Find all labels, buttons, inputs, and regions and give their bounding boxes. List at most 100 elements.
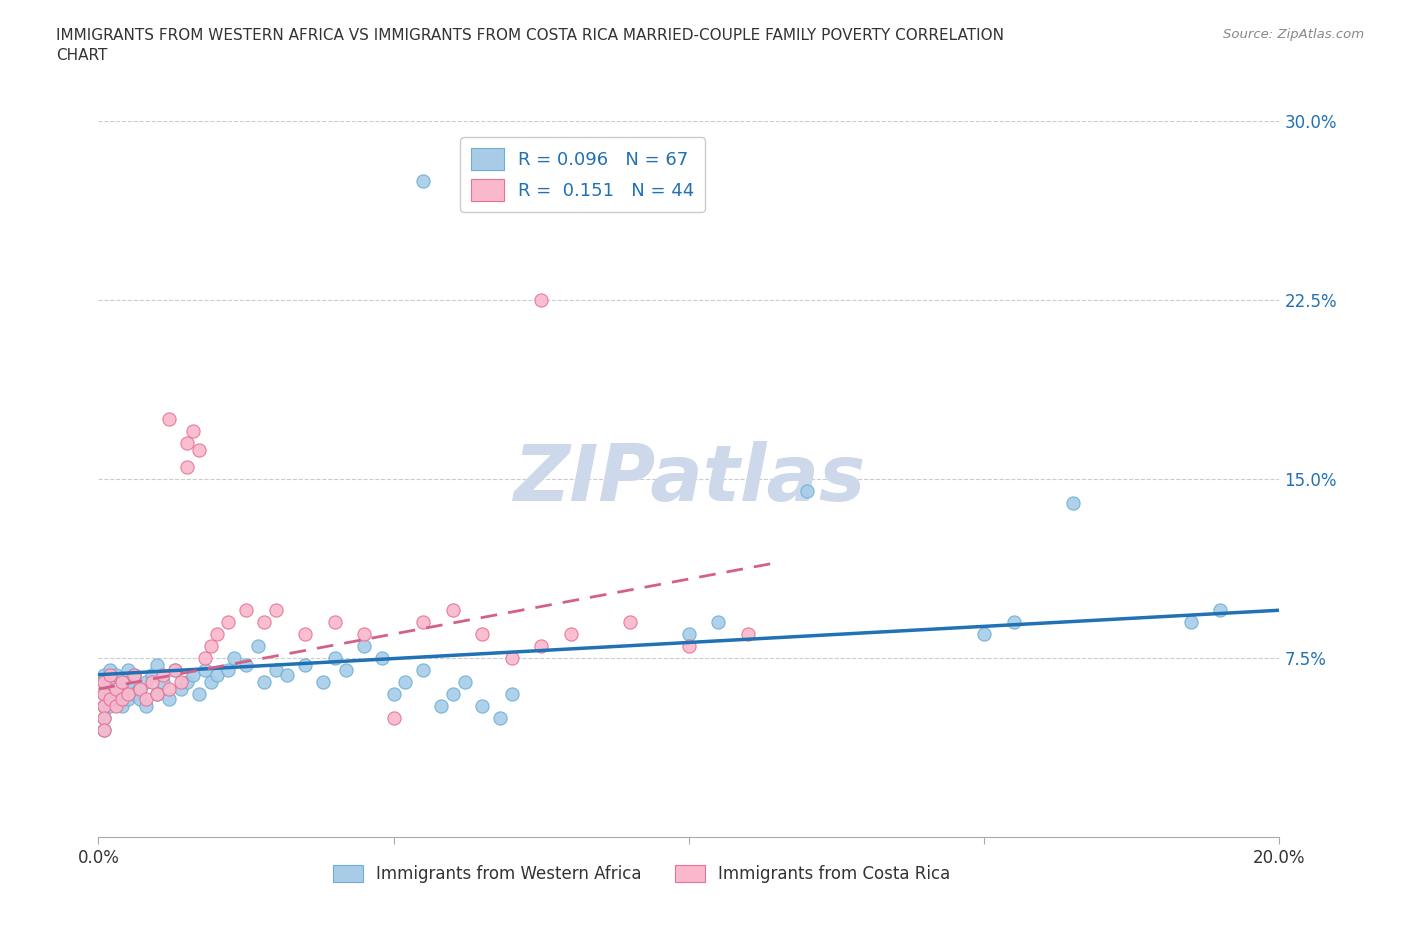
Point: [117, 674, 139, 689]
Point: [105, 667, 128, 682]
Point: [181, 424, 204, 439]
Point: [176, 459, 198, 474]
Point: [181, 667, 204, 682]
Point: [122, 686, 145, 701]
Point: [165, 662, 187, 677]
Point: [246, 639, 269, 654]
Text: ZIPatlas: ZIPatlas: [513, 441, 865, 517]
Point: [135, 674, 157, 689]
Point: [276, 667, 298, 682]
Point: [170, 682, 193, 697]
Point: [93, 722, 115, 737]
Point: [93, 686, 115, 701]
Point: [312, 674, 335, 689]
Point: [152, 667, 174, 682]
Point: [294, 627, 316, 642]
Point: [619, 615, 641, 630]
Point: [678, 639, 700, 654]
Point: [122, 667, 145, 682]
Point: [157, 691, 180, 706]
Point: [105, 691, 128, 706]
Point: [224, 651, 246, 666]
Point: [796, 484, 818, 498]
Point: [235, 658, 257, 672]
Point: [323, 615, 346, 630]
Point: [294, 658, 316, 672]
Point: [187, 686, 209, 701]
Point: [141, 674, 163, 689]
Point: [117, 662, 139, 677]
Point: [335, 662, 357, 677]
Point: [98, 667, 121, 682]
Point: [170, 674, 193, 689]
Point: [146, 686, 169, 701]
Point: [412, 615, 434, 630]
Point: [111, 698, 134, 713]
Point: [93, 711, 115, 725]
Point: [194, 651, 217, 666]
Point: [146, 658, 169, 672]
Point: [353, 639, 375, 654]
Point: [1062, 496, 1084, 511]
Point: [105, 686, 128, 701]
Point: [98, 691, 121, 706]
Point: [530, 292, 553, 307]
Point: [1209, 603, 1232, 618]
Point: [117, 686, 139, 701]
Point: [141, 667, 163, 682]
Point: [146, 686, 169, 701]
Point: [1002, 615, 1025, 630]
Point: [235, 603, 257, 618]
Legend: Immigrants from Western Africa, Immigrants from Costa Rica: Immigrants from Western Africa, Immigran…: [326, 858, 957, 889]
Point: [382, 686, 405, 701]
Point: [176, 674, 198, 689]
Point: [135, 691, 157, 706]
Point: [205, 667, 228, 682]
Text: IMMIGRANTS FROM WESTERN AFRICA VS IMMIGRANTS FROM COSTA RICA MARRIED-COUPLE FAMI: IMMIGRANTS FROM WESTERN AFRICA VS IMMIGR…: [56, 28, 1004, 62]
Point: [217, 615, 239, 630]
Point: [737, 627, 759, 642]
Point: [194, 662, 217, 677]
Point: [441, 686, 464, 701]
Point: [323, 651, 346, 666]
Point: [264, 662, 287, 677]
Point: [98, 698, 121, 713]
Point: [98, 686, 121, 701]
Point: [264, 603, 287, 618]
Point: [973, 627, 995, 642]
Point: [176, 435, 198, 451]
Point: [501, 651, 523, 666]
Point: [1180, 615, 1202, 630]
Point: [93, 674, 115, 689]
Point: [471, 627, 494, 642]
Point: [105, 698, 128, 713]
Point: [128, 682, 150, 697]
Point: [93, 674, 115, 689]
Point: [353, 627, 375, 642]
Point: [111, 682, 134, 697]
Point: [187, 443, 209, 458]
Point: [205, 627, 228, 642]
Point: [93, 698, 115, 713]
Point: [157, 412, 180, 427]
Point: [441, 603, 464, 618]
Point: [471, 698, 494, 713]
Point: [200, 639, 222, 654]
Text: Source: ZipAtlas.com: Source: ZipAtlas.com: [1223, 28, 1364, 41]
Point: [105, 682, 128, 697]
Point: [128, 691, 150, 706]
Point: [371, 651, 394, 666]
Point: [98, 662, 121, 677]
Point: [707, 615, 730, 630]
Point: [394, 674, 416, 689]
Point: [111, 674, 134, 689]
Point: [98, 674, 121, 689]
Point: [117, 691, 139, 706]
Point: [489, 711, 512, 725]
Point: [453, 674, 475, 689]
Point: [93, 698, 115, 713]
Point: [560, 627, 582, 642]
Point: [93, 711, 115, 725]
Point: [501, 686, 523, 701]
Point: [152, 674, 174, 689]
